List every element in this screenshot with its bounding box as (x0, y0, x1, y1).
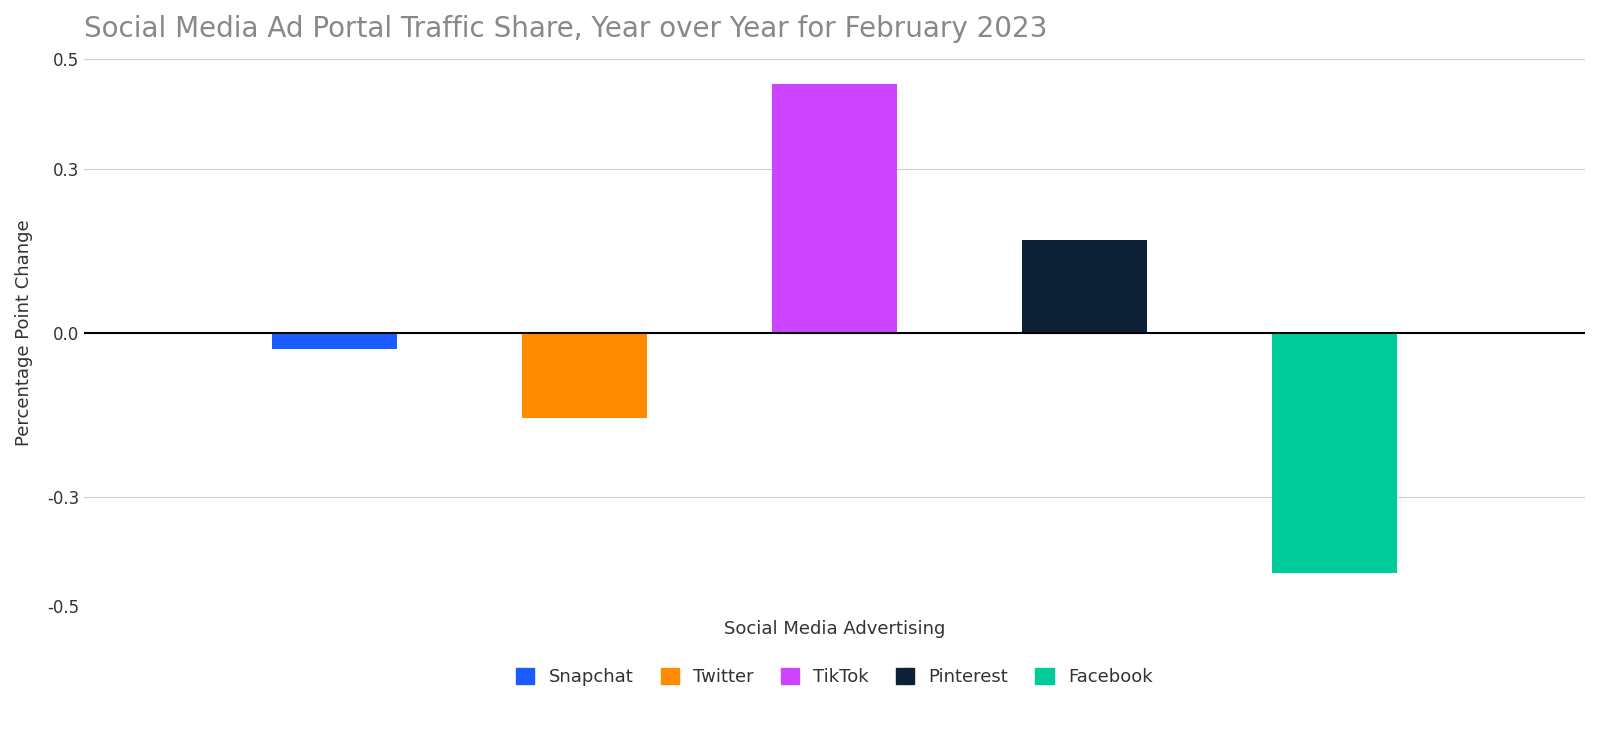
Y-axis label: Percentage Point Change: Percentage Point Change (14, 220, 34, 446)
Text: Social Media Ad Portal Traffic Share, Year over Year for February 2023: Social Media Ad Portal Traffic Share, Ye… (83, 15, 1048, 43)
Bar (771, 84, 898, 332)
Bar (1272, 332, 1397, 574)
X-axis label: Social Media Advertising: Social Media Advertising (723, 620, 946, 638)
Bar (522, 332, 646, 418)
Bar (1022, 240, 1147, 332)
Legend: Snapchat, Twitter, TikTok, Pinterest, Facebook: Snapchat, Twitter, TikTok, Pinterest, Fa… (507, 659, 1162, 695)
Bar (272, 332, 397, 349)
